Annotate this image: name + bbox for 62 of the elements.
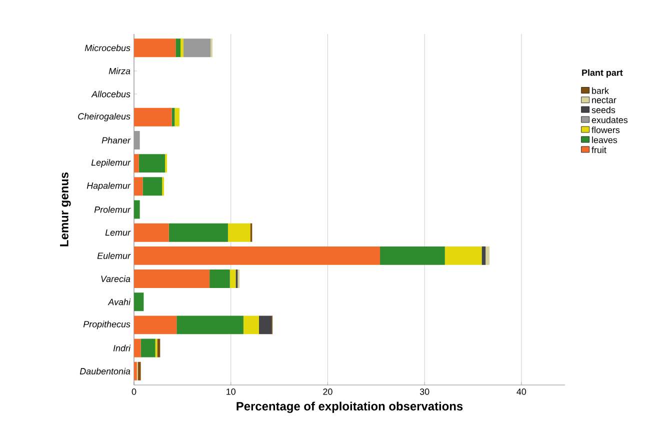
bar (258, 316, 272, 334)
legend-label: exudates (592, 116, 628, 124)
x-tick-label: 20 (323, 388, 332, 395)
bar (134, 130, 140, 150)
bar (174, 108, 180, 126)
bar (168, 223, 228, 242)
x-tick-label: 30 (420, 388, 430, 395)
bar (138, 362, 141, 380)
bar (138, 154, 166, 173)
bar (134, 246, 380, 265)
bar (134, 154, 139, 173)
bar (134, 38, 176, 58)
bar (140, 338, 156, 358)
x-tick-label: 10 (226, 388, 236, 395)
bar (243, 316, 259, 334)
legend-title: Plant part (582, 69, 623, 78)
bar (482, 246, 486, 265)
bar (142, 177, 162, 196)
bar (134, 200, 140, 219)
x-tick-label: 40 (516, 388, 526, 395)
bar (134, 108, 172, 126)
legend-label: seeds (592, 106, 616, 114)
x-tick-label: 0 (132, 388, 136, 395)
bar (230, 270, 236, 288)
y-tick-label: Lemur (105, 229, 131, 236)
bar (180, 38, 184, 58)
bar (134, 316, 177, 334)
y-tick-label: Allocebus (91, 90, 130, 98)
bar (134, 270, 210, 288)
bar (134, 362, 137, 380)
bar (183, 38, 211, 58)
bar (486, 246, 490, 265)
bar (134, 223, 169, 242)
y-tick-label: Microcebus (84, 44, 130, 52)
legend-label: flowers (592, 126, 620, 134)
bar (228, 223, 250, 242)
legend-label: nectar (592, 97, 616, 104)
y-tick-label: Propithecus (83, 320, 130, 330)
bar (134, 292, 144, 312)
legend-label: bark (592, 87, 609, 94)
y-tick-label: Avahi (108, 298, 131, 306)
y-tick-label: Eulemur (97, 252, 131, 259)
bar (176, 38, 180, 58)
bar (380, 246, 445, 265)
legend-label: leaves (592, 136, 618, 144)
legend-label: fruit (592, 146, 606, 154)
bar (176, 316, 244, 334)
y-tick-label: Prolemur (94, 206, 131, 213)
y-tick-label: Varecia (101, 275, 130, 282)
y-tick-label: Daubentonia (80, 368, 130, 374)
x-axis-title: Percentage of exploitation observations (236, 402, 463, 413)
y-tick-label: Lepilemur (91, 159, 131, 168)
y-tick-label: Phaner (102, 136, 131, 144)
y-tick-label: Hapalemur (86, 182, 131, 191)
bar (134, 177, 143, 196)
y-tick-label: Indri (113, 344, 131, 352)
bar (210, 270, 230, 288)
y-axis-title: Lemur genus (60, 172, 71, 246)
y-tick-label: Mirza (108, 68, 130, 74)
bar (134, 338, 141, 358)
y-tick-label: Cheirogaleus (78, 112, 130, 122)
bar (444, 246, 482, 265)
